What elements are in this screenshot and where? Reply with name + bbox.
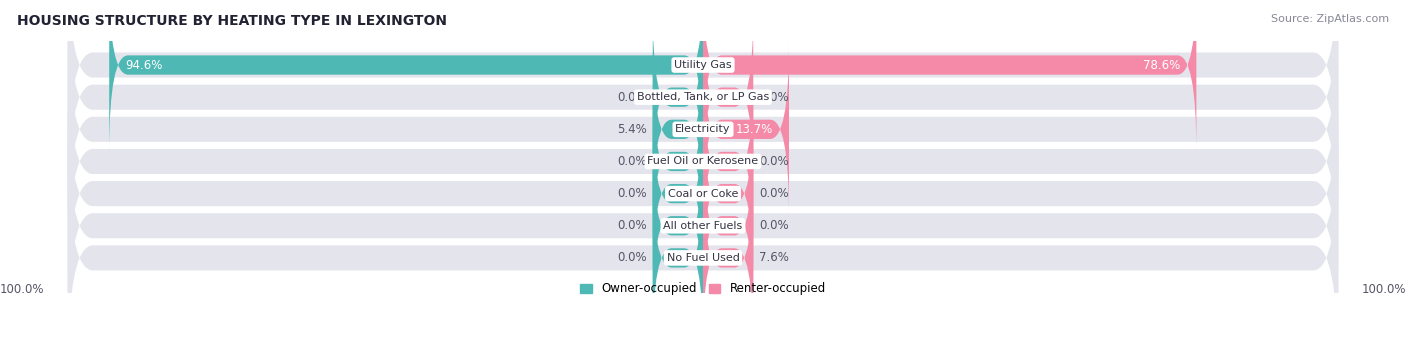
Text: Electricity: Electricity	[675, 124, 731, 134]
Text: Fuel Oil or Kerosene: Fuel Oil or Kerosene	[647, 157, 759, 166]
FancyBboxPatch shape	[703, 10, 754, 184]
Text: All other Fuels: All other Fuels	[664, 221, 742, 231]
Text: 5.4%: 5.4%	[617, 123, 647, 136]
FancyBboxPatch shape	[703, 139, 754, 313]
Text: 0.0%: 0.0%	[617, 91, 647, 104]
Text: 0.0%: 0.0%	[617, 251, 647, 264]
Text: 100.0%: 100.0%	[0, 283, 45, 296]
Text: 100.0%: 100.0%	[1361, 283, 1406, 296]
FancyBboxPatch shape	[110, 0, 703, 152]
FancyBboxPatch shape	[652, 10, 703, 184]
Text: 78.6%: 78.6%	[1143, 59, 1181, 72]
Text: Bottled, Tank, or LP Gas: Bottled, Tank, or LP Gas	[637, 92, 769, 102]
FancyBboxPatch shape	[652, 43, 703, 216]
Text: 94.6%: 94.6%	[125, 59, 162, 72]
Text: 13.7%: 13.7%	[737, 123, 773, 136]
Text: 0.0%: 0.0%	[617, 187, 647, 200]
FancyBboxPatch shape	[67, 13, 1339, 246]
FancyBboxPatch shape	[67, 45, 1339, 278]
Text: 0.0%: 0.0%	[759, 187, 789, 200]
FancyBboxPatch shape	[652, 171, 703, 341]
Text: 0.0%: 0.0%	[759, 219, 789, 232]
FancyBboxPatch shape	[67, 0, 1339, 213]
Text: No Fuel Used: No Fuel Used	[666, 253, 740, 263]
FancyBboxPatch shape	[652, 107, 703, 280]
Legend: Owner-occupied, Renter-occupied: Owner-occupied, Renter-occupied	[575, 278, 831, 300]
FancyBboxPatch shape	[67, 142, 1339, 341]
Text: 7.6%: 7.6%	[759, 251, 789, 264]
FancyBboxPatch shape	[652, 139, 703, 313]
FancyBboxPatch shape	[703, 75, 754, 248]
FancyBboxPatch shape	[67, 110, 1339, 341]
FancyBboxPatch shape	[652, 75, 703, 248]
Text: HOUSING STRUCTURE BY HEATING TYPE IN LEXINGTON: HOUSING STRUCTURE BY HEATING TYPE IN LEX…	[17, 14, 447, 28]
Text: Utility Gas: Utility Gas	[675, 60, 731, 70]
FancyBboxPatch shape	[67, 0, 1339, 181]
Text: 0.0%: 0.0%	[617, 219, 647, 232]
FancyBboxPatch shape	[703, 43, 789, 216]
Text: 0.0%: 0.0%	[759, 91, 789, 104]
FancyBboxPatch shape	[703, 0, 1197, 152]
Text: Source: ZipAtlas.com: Source: ZipAtlas.com	[1271, 14, 1389, 24]
FancyBboxPatch shape	[703, 171, 754, 341]
FancyBboxPatch shape	[67, 77, 1339, 310]
FancyBboxPatch shape	[703, 107, 754, 280]
Text: 0.0%: 0.0%	[617, 155, 647, 168]
Text: 0.0%: 0.0%	[759, 155, 789, 168]
Text: Coal or Coke: Coal or Coke	[668, 189, 738, 198]
